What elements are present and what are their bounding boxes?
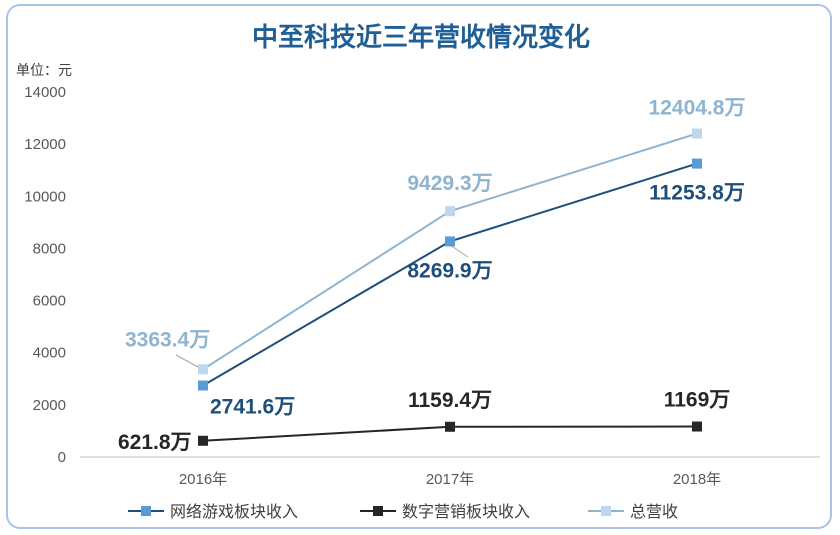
series-markers [198, 128, 702, 446]
y-tick-label: 4000 [33, 345, 66, 362]
leader-line [449, 244, 469, 258]
data-point [198, 364, 208, 375]
data-point [692, 421, 702, 432]
x-axis: 2016年 2017年 2018年 [80, 456, 820, 488]
data-label: 2741.6万 [210, 396, 295, 419]
y-tick-label: 0 [58, 449, 66, 466]
data-label: 11253.8万 [649, 182, 745, 205]
label-leader-lines [175, 244, 469, 368]
y-tick-label: 10000 [24, 188, 66, 205]
data-label: 9429.3万 [407, 172, 492, 195]
data-point [692, 128, 702, 139]
x-tick-label: 2018年 [673, 471, 721, 488]
y-tick-label: 6000 [33, 293, 66, 310]
data-label: 3363.4万 [125, 328, 210, 351]
legend-label: 总营收 [630, 502, 678, 521]
legend-label: 网络游戏板块收入 [170, 502, 298, 521]
data-label: 1159.4万 [408, 389, 492, 412]
y-unit-label: 单位：元 [16, 63, 72, 79]
y-tick-label: 8000 [33, 240, 66, 257]
data-label: 1169万 [664, 389, 731, 412]
x-tick-label: 2017年 [426, 471, 474, 488]
data-point [445, 206, 455, 217]
chart-title: 中至科技近三年营收情况变化 [252, 22, 590, 53]
chart-frame [6, 4, 832, 529]
series-line-2 [202, 132, 698, 371]
legend-marker [141, 506, 151, 516]
legend-marker [373, 506, 383, 516]
data-point [692, 158, 702, 169]
data-label: 621.8万 [118, 431, 192, 454]
legend-marker [601, 506, 611, 516]
y-axis: 0 2000 4000 6000 8000 10000 12000 14000 [24, 84, 66, 466]
y-tick-label: 14000 [24, 84, 66, 101]
legend: 网络游戏板块收入 数字营销板块收入 总营收 [128, 502, 678, 521]
data-label: 8269.9万 [407, 259, 492, 282]
data-labels: 2741.6万 8269.9万 11253.8万 621.8万 1159.4万 1169万… [118, 97, 745, 454]
data-point [198, 380, 208, 391]
data-point [445, 421, 455, 432]
leader-line [175, 354, 199, 368]
x-tick-label: 2016年 [179, 471, 227, 488]
data-point [198, 435, 208, 446]
legend-label: 数字营销板块收入 [402, 502, 530, 521]
data-point [445, 236, 455, 247]
y-tick-label: 12000 [24, 136, 66, 153]
data-label: 12404.8万 [649, 97, 746, 120]
y-tick-label: 2000 [33, 397, 66, 414]
